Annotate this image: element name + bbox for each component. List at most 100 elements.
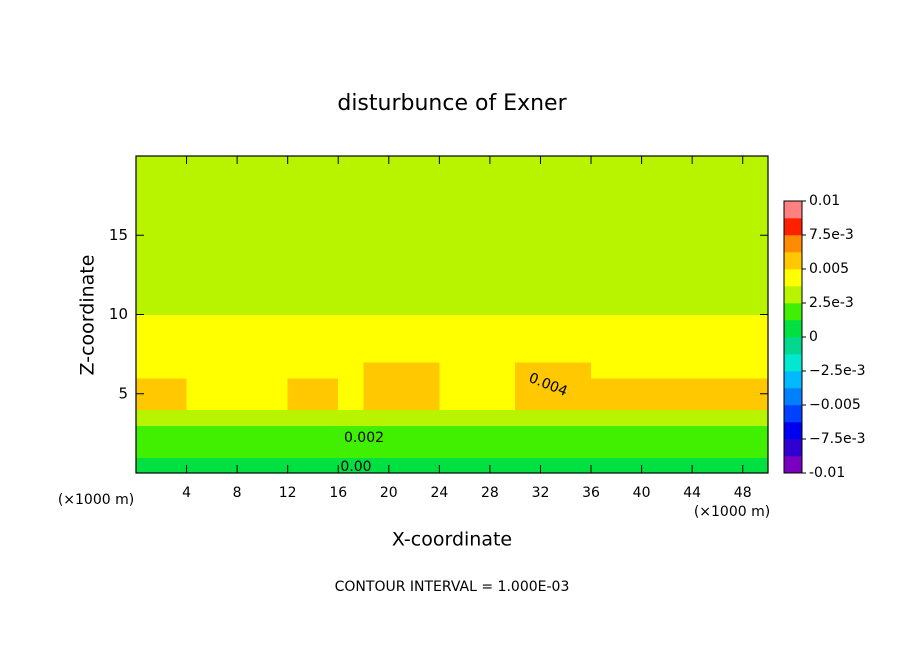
field-cell	[717, 441, 744, 458]
field-cell	[742, 298, 769, 316]
field-cell	[540, 298, 567, 316]
colorbar-swatch	[784, 320, 802, 338]
field-cell	[616, 377, 643, 395]
field-cell	[338, 235, 365, 252]
x-unit-label: (×1000 m)	[58, 492, 134, 508]
field-cell	[616, 219, 643, 236]
field-cell	[692, 425, 719, 442]
field-cell	[717, 187, 744, 205]
field-cell	[439, 393, 466, 411]
field-cell	[363, 457, 390, 474]
field-cell	[666, 282, 693, 300]
field-cell	[666, 219, 693, 236]
field-cell	[565, 282, 592, 300]
field-cell	[565, 187, 592, 205]
colorbar-swatch	[784, 235, 802, 253]
field-cell	[540, 457, 567, 474]
colorbar-swatch	[784, 337, 802, 355]
field-cell	[591, 203, 617, 220]
field-cell	[616, 314, 643, 331]
field-cell	[136, 409, 162, 427]
field-cell	[489, 171, 516, 189]
field-cell	[237, 187, 263, 205]
field-cell	[312, 266, 339, 284]
field-cell	[161, 425, 188, 442]
field-cell	[237, 441, 263, 458]
colorbar-tick-label: −0.005	[809, 397, 861, 413]
field-cell	[262, 171, 289, 189]
field-cell	[515, 219, 542, 236]
field-cell	[287, 219, 314, 236]
field-cell	[287, 235, 314, 252]
field-cell	[338, 377, 365, 395]
field-cell	[363, 393, 390, 411]
field-cell	[591, 425, 617, 442]
field-cell	[742, 235, 769, 252]
field-cell	[262, 251, 289, 268]
field-cell	[211, 251, 238, 268]
field-cell	[136, 219, 162, 236]
field-cell	[211, 393, 238, 411]
field-cell	[338, 266, 365, 284]
x-tick-label: 36	[582, 485, 600, 501]
field-cell	[565, 251, 592, 268]
field-cell	[237, 457, 263, 474]
field-cell	[287, 346, 314, 363]
field-cell	[591, 219, 617, 236]
field-cell	[237, 266, 263, 284]
field-cell	[742, 266, 769, 284]
field-cell	[439, 409, 466, 427]
field-cell	[515, 409, 542, 427]
field-cell	[161, 251, 188, 268]
field-cell	[540, 377, 567, 395]
field-cell	[439, 203, 466, 220]
field-cell	[237, 330, 263, 347]
field-cell	[338, 219, 365, 236]
field-cell	[312, 330, 339, 347]
field-cell	[591, 409, 617, 427]
field-cell	[312, 346, 339, 363]
field-cell	[717, 298, 744, 316]
x-unit-label: (×1000 m)	[694, 504, 770, 520]
field-cell	[641, 156, 668, 173]
field-cell	[414, 409, 440, 427]
field-cell	[237, 298, 263, 316]
field-cell	[666, 393, 693, 411]
field-cell	[489, 362, 516, 379]
field-cell	[312, 298, 339, 316]
field-cell	[717, 171, 744, 189]
field-cell	[338, 314, 365, 331]
field-cell	[666, 235, 693, 252]
field-cell	[388, 377, 415, 395]
field-cell	[211, 457, 238, 474]
field-cell	[262, 235, 289, 252]
field-cell	[540, 251, 567, 268]
colorbar-swatch	[784, 201, 802, 219]
x-tick-label: 24	[430, 485, 448, 501]
field-cell	[742, 362, 769, 379]
colorbar-swatch	[784, 439, 802, 457]
field-cell	[414, 156, 440, 173]
colorbar-tick-label: −2.5e-3	[809, 363, 866, 379]
field-cell	[363, 219, 390, 236]
field-cell	[136, 266, 162, 284]
field-cell	[692, 171, 719, 189]
field-cell	[237, 156, 263, 173]
field-cell	[388, 393, 415, 411]
field-cell	[464, 314, 491, 331]
field-cell	[439, 457, 466, 474]
field-cell	[692, 282, 719, 300]
field-cell	[363, 330, 390, 347]
field-cell	[641, 219, 668, 236]
field-cell	[692, 314, 719, 331]
field-cell	[641, 171, 668, 189]
field-cell	[262, 266, 289, 284]
field-cell	[414, 251, 440, 268]
colorbar-tick-label: 7.5e-3	[809, 227, 854, 243]
field-cell	[186, 251, 213, 268]
field-cell	[641, 314, 668, 331]
field-cell	[287, 409, 314, 427]
field-cell	[540, 171, 567, 189]
field-cell	[388, 441, 415, 458]
colorbar-swatch	[784, 269, 802, 287]
